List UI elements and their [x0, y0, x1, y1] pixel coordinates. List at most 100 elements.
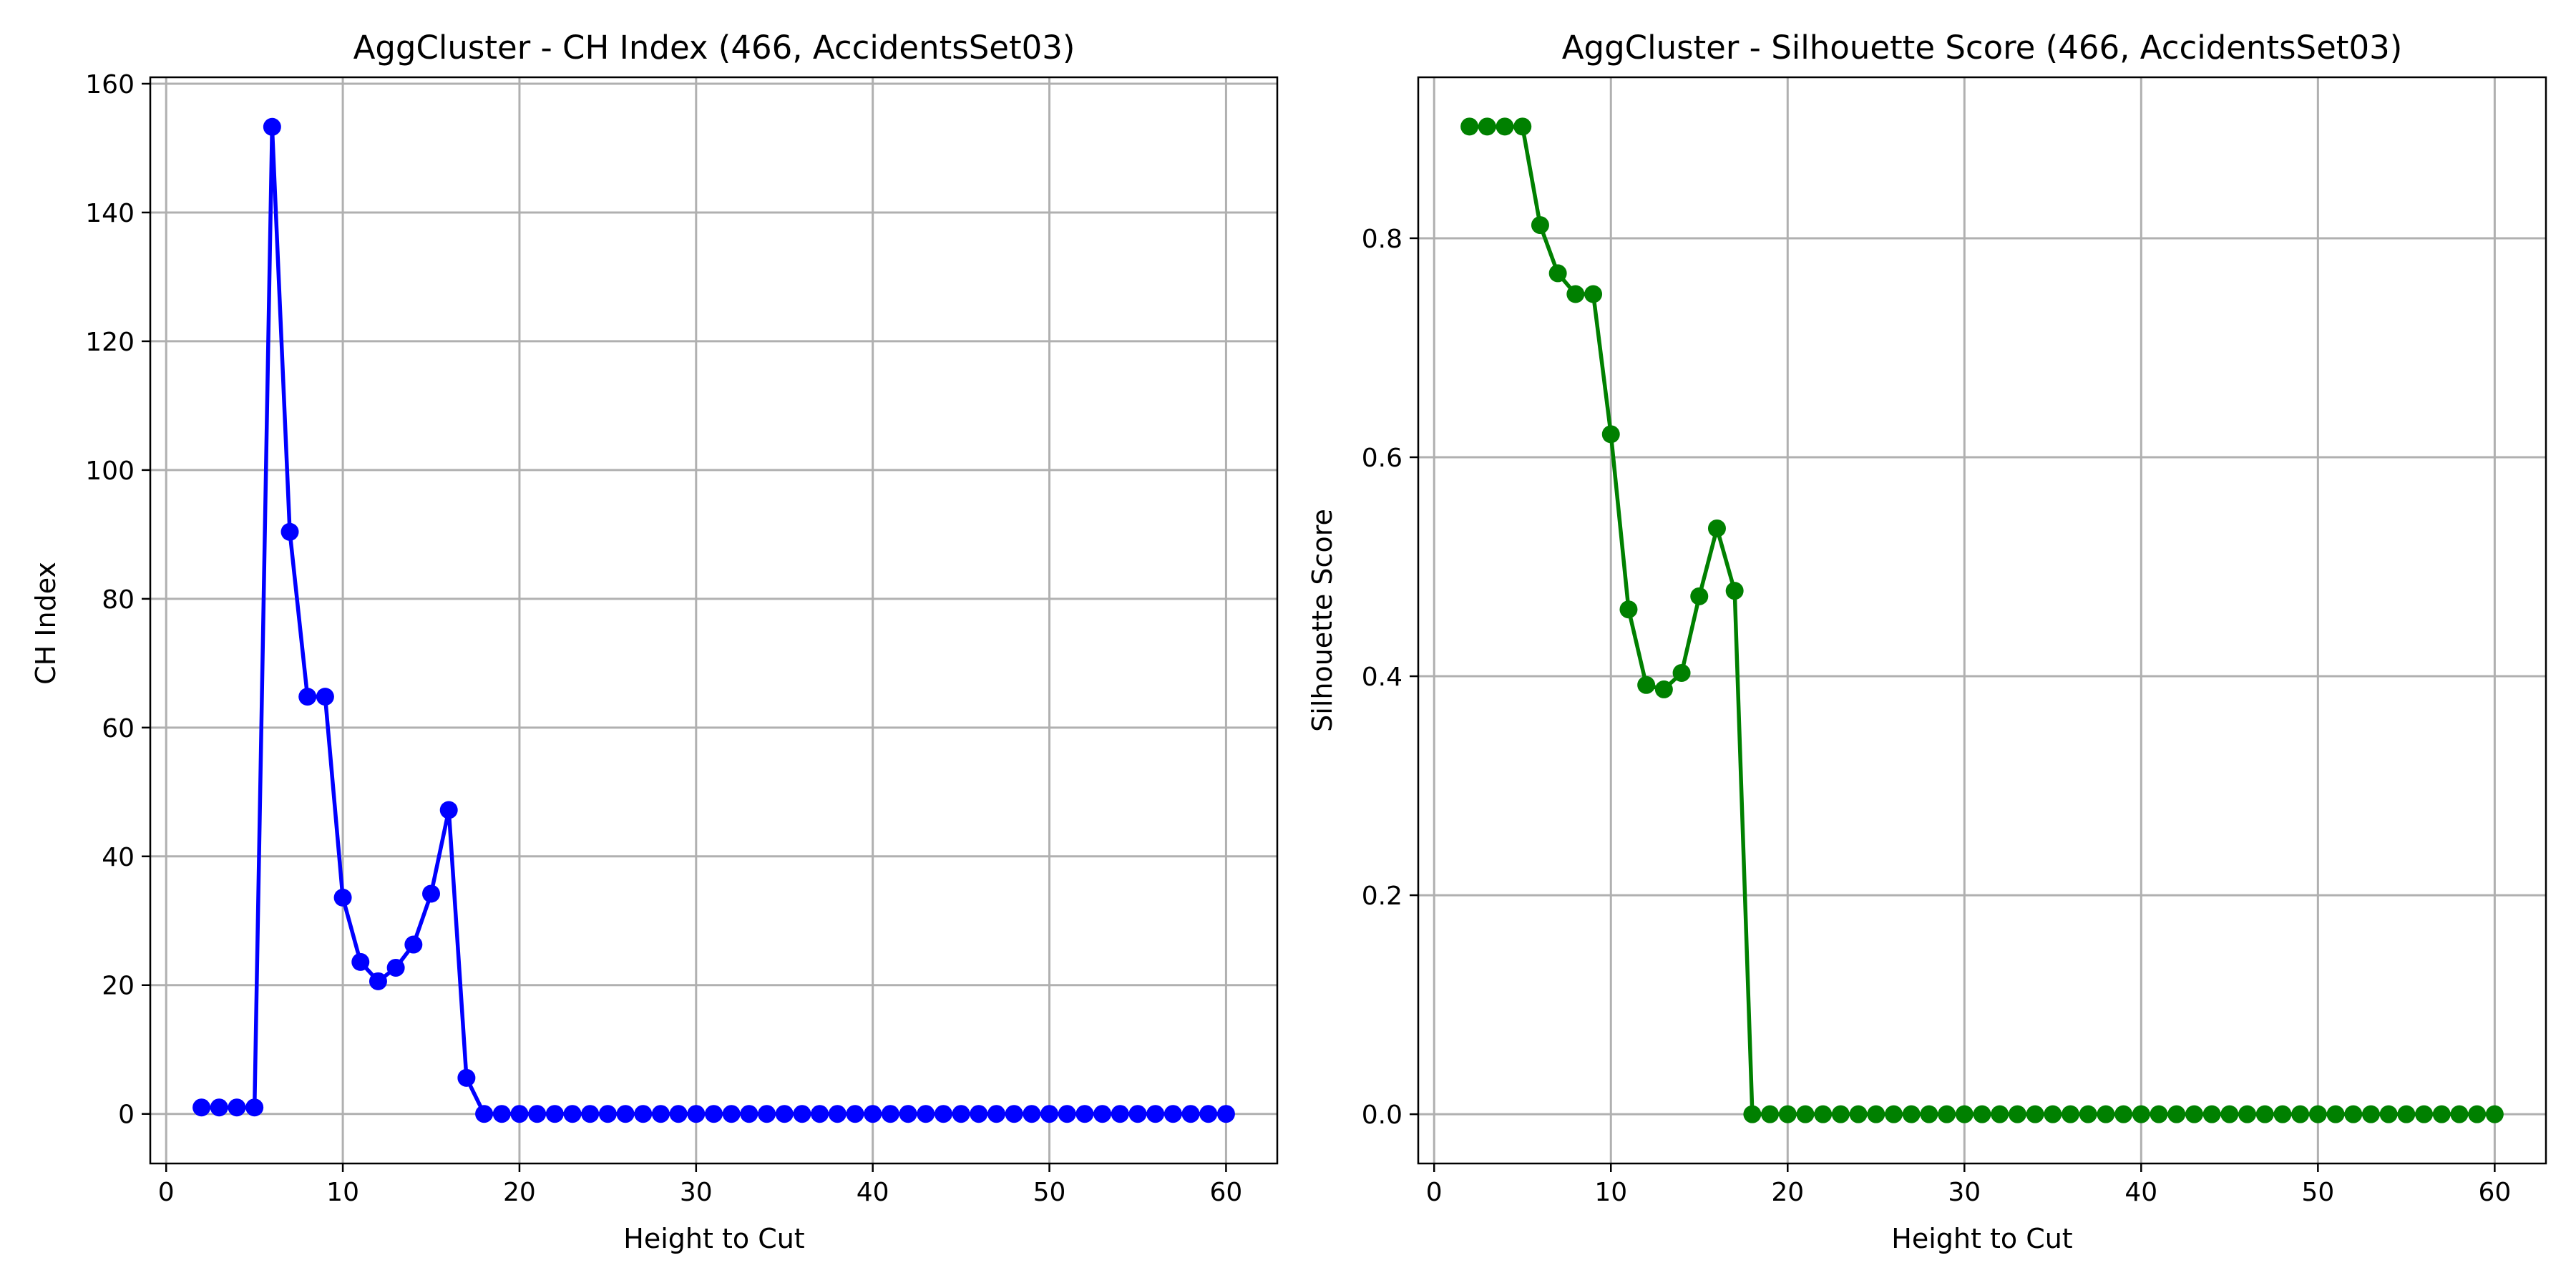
x-tick-label: 30 [1948, 1178, 1981, 1207]
x-tick-label: 50 [1033, 1178, 1066, 1207]
x-tick-label: 50 [2301, 1178, 2334, 1207]
data-point [2185, 1105, 2203, 1123]
data-point [2167, 1105, 2186, 1123]
x-tick-label: 40 [2124, 1178, 2157, 1207]
data-point [1884, 1105, 1903, 1123]
data-point [952, 1105, 970, 1123]
data-point [1637, 675, 1656, 694]
data-point [2238, 1105, 2257, 1123]
data-point [2361, 1105, 2380, 1123]
data-point [2485, 1105, 2504, 1123]
x-axis-label: Height to Cut [1891, 1223, 2072, 1254]
data-point [2308, 1105, 2327, 1123]
data-point [2344, 1105, 2363, 1123]
data-point [510, 1105, 529, 1123]
data-point [545, 1105, 564, 1123]
data-point [687, 1105, 706, 1123]
data-point [1707, 519, 1726, 537]
data-point [1548, 264, 1567, 283]
data-point [705, 1105, 723, 1123]
data-point [1146, 1105, 1165, 1123]
data-point [722, 1105, 741, 1123]
data-point [1496, 117, 1514, 136]
data-point [280, 522, 299, 541]
data-point [1743, 1105, 1762, 1123]
y-tick-label: 0 [118, 1101, 135, 1130]
data-point [1040, 1105, 1059, 1123]
data-point [934, 1105, 952, 1123]
data-point [2079, 1105, 2097, 1123]
data-point [2255, 1105, 2274, 1123]
data-point [2202, 1105, 2221, 1123]
x-tick-label: 40 [857, 1178, 889, 1207]
data-point [1849, 1105, 1868, 1123]
data-point [758, 1105, 776, 1123]
gridlines [150, 77, 1277, 1163]
data-point [2397, 1105, 2416, 1123]
data-point [1778, 1105, 1797, 1123]
data-point [899, 1105, 917, 1123]
y-tick-label: 0.8 [1362, 225, 1402, 254]
data-point [1075, 1105, 1094, 1123]
data-point [439, 801, 458, 819]
data-point [2273, 1105, 2292, 1123]
data-point [1566, 285, 1585, 303]
data-point [1654, 680, 1673, 698]
data-point [492, 1105, 511, 1123]
y-tick-label: 100 [85, 457, 135, 486]
data-point [2379, 1105, 2398, 1123]
data-point [2432, 1105, 2451, 1123]
data-point [1199, 1105, 1218, 1123]
data-point [1725, 582, 1744, 600]
data-point [1867, 1105, 1885, 1123]
y-tick-label: 80 [102, 585, 135, 615]
data-point [2326, 1105, 2345, 1123]
data-point [1216, 1105, 1235, 1123]
silhouette-score-chart: AggCluster - Silhouette Score (466, Acci… [1307, 29, 2547, 1254]
x-tick-label: 60 [2478, 1178, 2511, 1207]
data-point [2026, 1105, 2044, 1123]
data-point [1584, 285, 1603, 303]
data-point [2097, 1105, 2115, 1123]
data-point [2008, 1105, 2026, 1123]
x-tick-label: 10 [326, 1178, 359, 1207]
data-point [1093, 1105, 1112, 1123]
data-point [598, 1105, 617, 1123]
chart-title: AggCluster - Silhouette Score (466, Acci… [1562, 29, 2403, 67]
data-point [1460, 117, 1479, 136]
data-point [987, 1105, 1005, 1123]
data-point [1128, 1105, 1147, 1123]
data-point [775, 1105, 794, 1123]
data-point [210, 1098, 228, 1117]
x-tick-label: 30 [680, 1178, 713, 1207]
data-point [404, 935, 423, 954]
data-point [192, 1098, 211, 1117]
data-point [1023, 1105, 1041, 1123]
data-point [1796, 1105, 1815, 1123]
data-point [1938, 1105, 1956, 1123]
data-point [1513, 117, 1532, 136]
data-point [2132, 1105, 2150, 1123]
data-point [263, 117, 281, 136]
chart-title: AggCluster - CH Index (466, AccidentsSet… [353, 29, 1075, 67]
series-layer [1460, 117, 2504, 1123]
y-tick-label: 20 [102, 972, 135, 1001]
data-point [422, 884, 441, 903]
data-point [333, 888, 352, 907]
data-point [1690, 587, 1709, 605]
y-tick-label: 0.4 [1362, 663, 1402, 692]
data-point [1973, 1105, 1991, 1123]
data-point [1478, 117, 1496, 136]
y-tick-label: 0.0 [1362, 1101, 1402, 1130]
data-point [864, 1105, 882, 1123]
data-point [917, 1105, 935, 1123]
data-point [1761, 1105, 1780, 1123]
y-tick-label: 60 [102, 714, 135, 743]
data-point [2450, 1105, 2469, 1123]
y-tick-label: 40 [102, 843, 135, 872]
plot-frame [1417, 76, 2547, 1165]
x-tick-label: 0 [158, 1178, 175, 1207]
data-point [1005, 1105, 1023, 1123]
data-point [581, 1105, 600, 1123]
